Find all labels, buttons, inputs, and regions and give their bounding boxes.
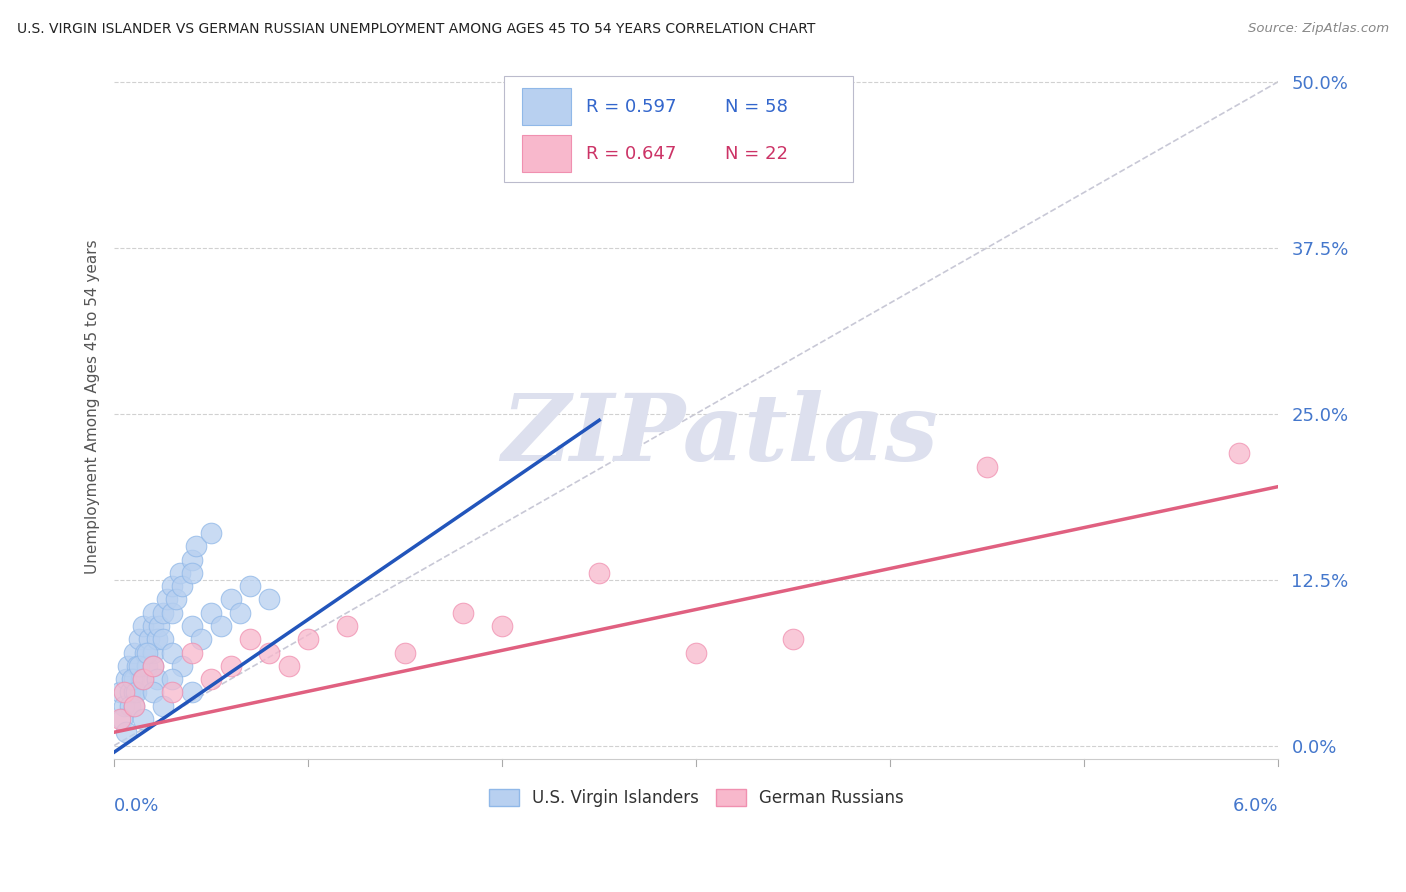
Point [146,632,169,647]
FancyBboxPatch shape [522,136,571,172]
Point [259,592,281,607]
Point [162,606,184,620]
Point [239,632,262,647]
Point [142,658,165,673]
Point [1229,446,1251,460]
Point [190,632,212,647]
Point [142,646,165,660]
Point [122,646,145,660]
Point [685,646,707,660]
Point [162,646,184,660]
Point [114,672,136,686]
Point [976,459,998,474]
Text: 6.0%: 6.0% [1233,797,1278,815]
Text: N = 58: N = 58 [725,97,789,115]
Point [259,646,281,660]
Point [122,698,145,713]
Point [142,606,165,620]
Point [152,632,174,647]
Point [128,632,150,647]
Point [131,672,153,686]
Point [148,619,170,633]
Point [112,698,135,713]
Point [127,658,149,673]
Point [172,658,194,673]
Point [162,672,184,686]
Point [162,579,184,593]
Point [132,672,155,686]
Text: U.S. VIRGIN ISLANDER VS GERMAN RUSSIAN UNEMPLOYMENT AMONG AGES 45 TO 54 YEARS CO: U.S. VIRGIN ISLANDER VS GERMAN RUSSIAN U… [17,22,815,37]
Text: 0.0%: 0.0% [114,797,159,815]
Text: Source: ZipAtlas.com: Source: ZipAtlas.com [1249,22,1389,36]
Point [169,566,191,580]
Point [146,672,169,686]
Point [124,685,146,699]
Point [165,592,187,607]
Text: R = 0.597: R = 0.597 [586,97,676,115]
Point [491,619,513,633]
Point [108,712,131,726]
Point [117,658,139,673]
Point [180,552,202,566]
Point [122,672,145,686]
Point [136,646,159,660]
FancyBboxPatch shape [522,88,571,125]
Text: N = 22: N = 22 [725,145,789,162]
Point [239,579,262,593]
Point [138,632,160,647]
Point [297,632,319,647]
Point [394,646,416,660]
Y-axis label: Unemployment Among Ages 45 to 54 years: Unemployment Among Ages 45 to 54 years [86,240,100,574]
Point [152,698,174,713]
Point [152,606,174,620]
Point [132,712,155,726]
Point [122,685,145,699]
Point [142,658,165,673]
Point [121,672,143,686]
Legend: U.S. Virgin Islanders, German Russians: U.S. Virgin Islanders, German Russians [482,782,910,814]
Point [136,658,159,673]
Point [118,698,141,713]
Point [132,619,155,633]
Point [111,712,134,726]
Point [200,526,222,541]
Point [118,685,141,699]
Point [155,592,177,607]
Point [277,658,299,673]
Text: R = 0.647: R = 0.647 [586,145,676,162]
Point [162,685,184,699]
Text: ZIPatlas: ZIPatlas [501,390,938,480]
Point [229,606,252,620]
Point [200,672,222,686]
Point [108,685,131,699]
FancyBboxPatch shape [505,76,853,182]
Point [180,646,202,660]
Point [128,658,150,673]
Point [112,685,135,699]
Point [200,606,222,620]
Point [132,672,155,686]
Point [114,725,136,739]
Point [782,632,804,647]
Point [134,646,156,660]
Point [219,658,242,673]
Point [142,685,165,699]
Point [172,579,194,593]
Point [219,592,242,607]
Point [209,619,232,633]
Point [453,606,475,620]
Point [336,619,359,633]
Point [180,619,202,633]
Point [184,540,207,554]
Point [180,685,202,699]
Point [180,566,202,580]
Point [122,698,145,713]
Point [142,619,165,633]
Point [588,566,610,580]
